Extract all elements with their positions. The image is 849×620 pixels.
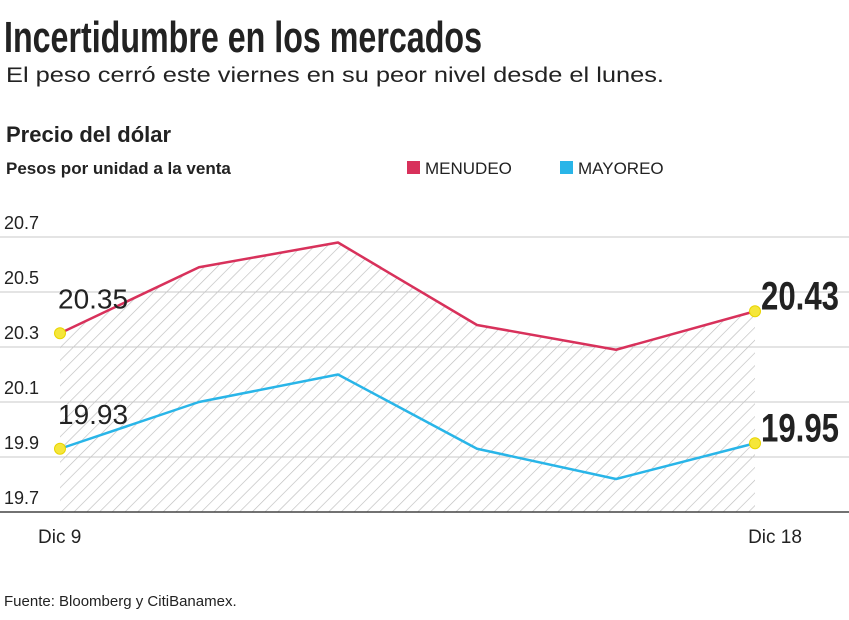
chart-subtitle: Precio del dólar <box>6 122 171 147</box>
source: Fuente: Bloomberg y CitiBanamex. <box>4 593 237 610</box>
endpoint-marker <box>54 442 66 455</box>
line-series <box>59 373 756 481</box>
x-tick-label: Dic 18 <box>748 527 802 548</box>
y-tick-label: 20.1 <box>4 378 39 398</box>
legend-label: MENUDEO <box>425 159 512 178</box>
line-series <box>59 241 756 351</box>
chart-title: Incertidumbre en los mercados <box>4 13 482 62</box>
y-tick-label: 20.3 <box>4 323 39 343</box>
legend-swatch <box>407 161 420 174</box>
legend-label: MAYOREO <box>578 159 664 178</box>
endpoint-marker <box>749 437 761 450</box>
hatched-area <box>60 242 755 512</box>
legend-swatch <box>560 161 573 174</box>
value-label: 20.35 <box>58 283 128 314</box>
y-tick-label: 20.5 <box>4 268 39 288</box>
endpoint-marker <box>749 305 761 318</box>
value-label: 19.93 <box>58 399 128 430</box>
x-tick-label: Dic 9 <box>38 527 81 548</box>
subtitle: El peso cerró este viernes en su peor ni… <box>6 64 664 87</box>
value-label: 20.43 <box>761 274 839 318</box>
y-tick-label: 19.9 <box>4 433 39 453</box>
y-tick-label: 20.7 <box>4 213 39 233</box>
y-tick-label: 19.7 <box>4 488 39 508</box>
endpoint-marker <box>54 327 66 340</box>
value-label: 19.95 <box>761 406 839 450</box>
y-axis-label: Pesos por unidad a la venta <box>6 159 231 178</box>
